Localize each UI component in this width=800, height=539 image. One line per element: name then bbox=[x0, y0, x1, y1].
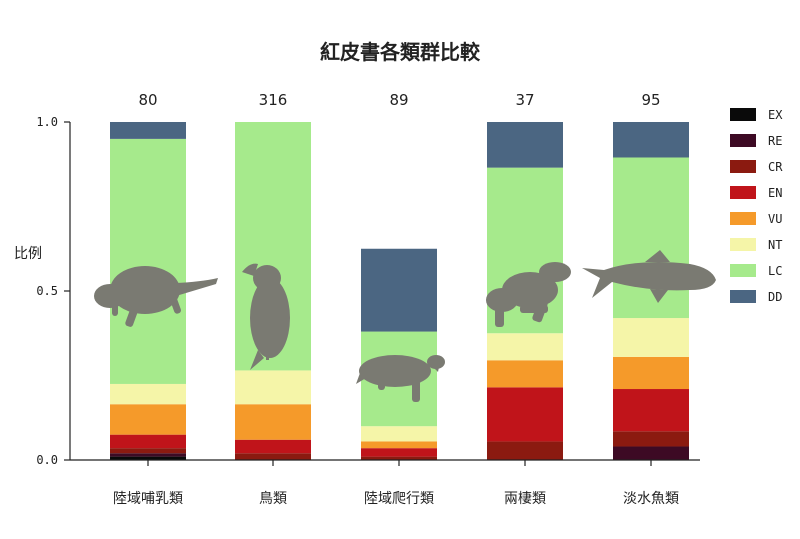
bar-segment-dd-2 bbox=[361, 248, 437, 332]
bar-segment-en-0 bbox=[110, 434, 186, 449]
bar-segment-nt-1 bbox=[235, 370, 311, 405]
count-label-0: 80 bbox=[138, 91, 157, 109]
legend-swatch-en bbox=[730, 186, 756, 199]
bar-segment-nt-3 bbox=[487, 333, 563, 361]
bar-segment-vu-4 bbox=[613, 356, 689, 390]
bar-segment-cr-0 bbox=[110, 448, 186, 454]
bird-silhouette bbox=[242, 263, 290, 370]
bar-segment-nt-2 bbox=[361, 426, 437, 442]
legend-swatch-dd bbox=[730, 290, 756, 303]
legend-label-ex: EX bbox=[768, 108, 783, 122]
bar-segment-en-4 bbox=[613, 389, 689, 432]
bar-segment-en-1 bbox=[235, 439, 311, 454]
y-tick-label-1: 0.5 bbox=[36, 284, 58, 298]
bar-segment-re-0 bbox=[110, 453, 186, 457]
bar-segment-re-4 bbox=[613, 446, 689, 460]
legend-label-re: RE bbox=[768, 134, 782, 148]
legend-label-lc: LC bbox=[768, 264, 782, 278]
bar-segment-lc-0 bbox=[110, 138, 186, 384]
bar-segment-ex-0 bbox=[110, 456, 186, 460]
count-label-2: 89 bbox=[389, 91, 408, 109]
legend-label-cr: CR bbox=[768, 160, 783, 174]
bar-segment-cr-2 bbox=[361, 456, 437, 460]
bar-segment-cr-1 bbox=[235, 453, 311, 460]
y-axis-label: 比例 bbox=[14, 246, 42, 262]
fish-silhouette bbox=[582, 250, 716, 303]
x-tick-label-4: 淡水魚類 bbox=[623, 491, 679, 507]
legend-swatch-cr bbox=[730, 160, 756, 173]
bar-segment-en-3 bbox=[487, 387, 563, 442]
turtle-silhouette bbox=[356, 355, 445, 402]
legend-label-vu: VU bbox=[768, 212, 782, 226]
bar-segment-cr-3 bbox=[487, 441, 563, 460]
legend-swatch-lc bbox=[730, 264, 756, 277]
bar-segment-vu-0 bbox=[110, 404, 186, 435]
legend-swatch-nt bbox=[730, 238, 756, 251]
bar-segment-cr-4 bbox=[613, 431, 689, 447]
bar-segment-en-2 bbox=[361, 448, 437, 457]
legend-label-dd: DD bbox=[768, 290, 782, 304]
bar-segment-nt-0 bbox=[110, 383, 186, 405]
legend-label-en: EN bbox=[768, 186, 782, 200]
bar-segment-dd-0 bbox=[110, 122, 186, 139]
x-tick-label-2: 陸域爬行類 bbox=[364, 491, 434, 507]
bar-segment-vu-1 bbox=[235, 404, 311, 440]
count-label-3: 37 bbox=[515, 91, 534, 109]
bar-segment-vu-3 bbox=[487, 360, 563, 388]
frog-silhouette bbox=[486, 262, 571, 327]
chart-title: 紅皮書各類群比較 bbox=[320, 40, 480, 64]
x-tick-label-0: 陸域哺乳類 bbox=[113, 491, 183, 507]
bar-segment-vu-2 bbox=[361, 441, 437, 449]
y-tick-label-0: 0.0 bbox=[36, 453, 58, 467]
bar-segment-dd-4 bbox=[613, 122, 689, 158]
bar-segment-lc-4 bbox=[613, 157, 689, 319]
x-tick-label-3: 兩棲類 bbox=[504, 491, 546, 507]
legend-swatch-vu bbox=[730, 212, 756, 225]
legend-swatch-ex bbox=[730, 108, 756, 121]
mammal-silhouette bbox=[94, 266, 218, 327]
legend-label-nt: NT bbox=[768, 238, 782, 252]
y-tick-label-2: 1.0 bbox=[36, 115, 58, 129]
legend-swatch-re bbox=[730, 134, 756, 147]
count-label-4: 95 bbox=[641, 91, 660, 109]
x-tick-label-1: 鳥類 bbox=[259, 491, 287, 507]
bar-segment-nt-4 bbox=[613, 318, 689, 357]
count-label-1: 316 bbox=[259, 91, 288, 109]
bar-segment-dd-3 bbox=[487, 122, 563, 168]
